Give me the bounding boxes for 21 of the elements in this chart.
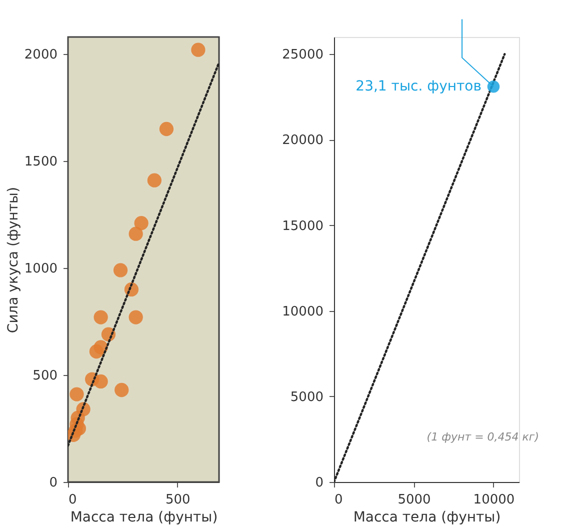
- x-tick-label: 500: [166, 492, 190, 508]
- annotation: 23,1 тыс. фунтов: [356, 78, 482, 95]
- y-axis-title: Сила укуса (фунты): [5, 186, 22, 334]
- y-tick-label: 500: [32, 368, 58, 384]
- y-tick-label: 1500: [24, 154, 58, 170]
- y-tick-label: 20000: [282, 133, 324, 148]
- y-tick-label: 2000: [24, 48, 58, 63]
- y-tick-label: 10000: [282, 304, 324, 320]
- x-axis-title: Масса тела (фунты): [70, 510, 218, 526]
- x-axis-title: Масса тела (фунты): [353, 510, 501, 526]
- y-tick-label: 15000: [282, 218, 324, 234]
- annotation: (1 фунт = 0,454 кг): [426, 430, 539, 444]
- x-tick-label: 10000: [473, 492, 515, 508]
- x-tick-label: 0: [68, 492, 77, 508]
- y-tick-label: 0: [315, 476, 324, 490]
- x-tick-label: 0: [334, 492, 343, 508]
- y-tick-label: 25000: [282, 48, 324, 63]
- y-tick-label: 5000: [290, 390, 324, 405]
- y-tick-label: 1000: [24, 262, 58, 277]
- x-tick-label: 5000: [398, 492, 431, 508]
- y-tick-label: 0: [49, 476, 58, 490]
